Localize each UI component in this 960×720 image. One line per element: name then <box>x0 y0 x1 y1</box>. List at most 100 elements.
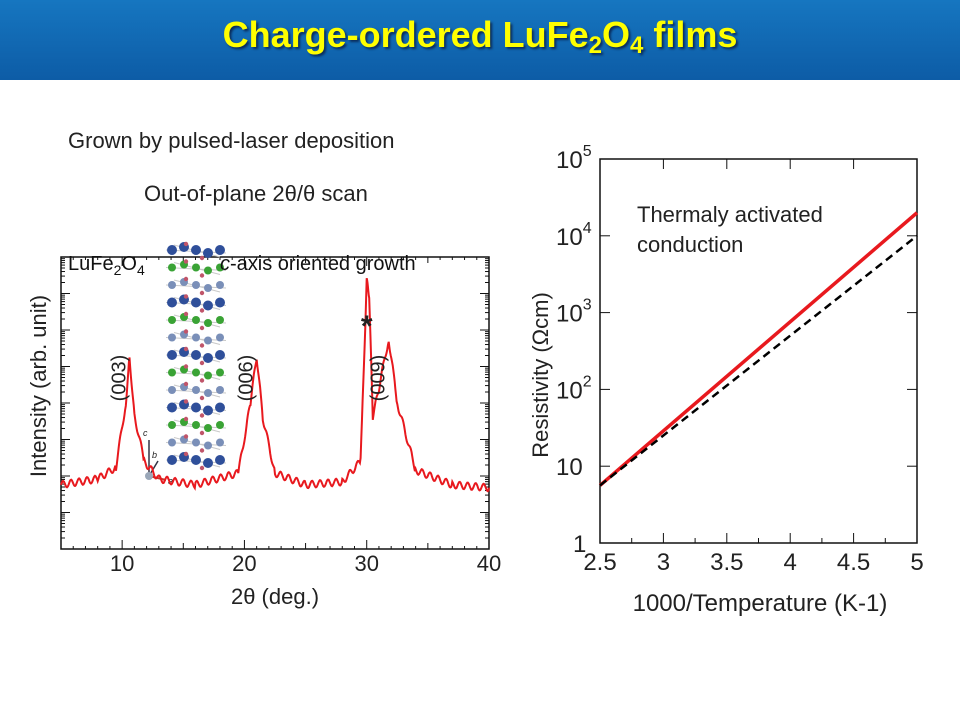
oxygen-atom <box>183 399 189 404</box>
res-y-tick-label: 10 <box>556 454 583 481</box>
atom <box>167 245 177 255</box>
oxygen-atom <box>199 343 205 348</box>
atom <box>215 245 225 255</box>
xrd-y-axis-label: Intensity (arb. unit) <box>26 295 51 477</box>
atom <box>203 248 213 258</box>
res-x-tick-label: 5 <box>910 549 923 576</box>
atom <box>204 424 212 432</box>
atom <box>167 402 177 413</box>
atom <box>216 386 224 394</box>
atom <box>215 297 225 308</box>
atom <box>215 402 225 413</box>
atom <box>215 455 225 465</box>
oxygen-atom <box>199 273 205 278</box>
oxygen-atom <box>183 416 189 422</box>
impurity-marker: * <box>361 310 373 343</box>
title-bar: Charge-ordered LuFe2O4 films <box>0 0 960 80</box>
oxygen-atom <box>199 325 205 331</box>
atom <box>192 386 200 394</box>
resistivity-chart: 2.5 3 3.5 4 4.5 5 1 10 102 103 104 105 Thermaly acti… <box>528 143 924 617</box>
atom <box>204 284 212 292</box>
atom <box>203 458 213 468</box>
atom <box>204 336 212 345</box>
res-y-axis-label: Resistivity (Ωcm) <box>528 292 553 458</box>
atom <box>204 441 212 450</box>
atom <box>216 281 224 289</box>
atom <box>216 421 224 429</box>
res-x-tick-label: 3 <box>657 549 670 576</box>
atom <box>216 368 224 377</box>
res-x-tick-label: 3.5 <box>710 549 743 576</box>
deposition-note: Grown by pulsed-laser deposition <box>68 128 395 153</box>
oxygen-atom <box>183 434 189 439</box>
atom <box>203 353 213 363</box>
atom <box>191 297 201 308</box>
xrd-x-tick-label: 20 <box>232 551 256 576</box>
oxygen-atom <box>183 364 189 369</box>
atom <box>192 316 200 324</box>
oxygen-atom <box>199 430 205 436</box>
conduction-annotation-line1: Thermaly activated <box>637 202 823 227</box>
atom <box>192 368 200 377</box>
atom <box>168 316 176 324</box>
atom <box>216 333 224 342</box>
atom <box>203 300 213 311</box>
conduction-annotation-line2: conduction <box>637 232 743 257</box>
oxygen-atom <box>183 276 189 282</box>
xrd-x-tick-label: 40 <box>477 551 501 576</box>
oxygen-atom <box>183 294 189 299</box>
atom <box>216 438 224 447</box>
res-x-axis-label: 1000/Temperature (K-1) <box>633 590 888 617</box>
atom <box>167 350 177 360</box>
slide-title: Charge-ordered LuFe2O4 films <box>222 14 738 59</box>
oxygen-atom <box>199 413 205 418</box>
peak-label: (006) <box>236 355 258 402</box>
atom <box>191 350 201 360</box>
resistivity-data-line <box>598 211 919 487</box>
xrd-x-axis-label: 2θ (deg.) <box>231 584 319 609</box>
atom <box>191 245 201 255</box>
axis-label-a: a <box>168 476 173 486</box>
atom <box>168 438 176 447</box>
oxygen-atom <box>183 451 189 457</box>
res-y-tick-label: 105 <box>556 143 592 174</box>
crystal-structure-inset: c b a <box>143 241 227 486</box>
material-label: LuFe2O4 <box>68 253 145 278</box>
atom <box>192 333 200 342</box>
xrd-chart: 10 20 30 40 c b a (003) (006) (009) * LuFe2O4 c-axis… <box>26 241 501 609</box>
atom <box>167 455 177 465</box>
res-y-tick-label: 103 <box>556 297 592 328</box>
oxygen-atom <box>199 308 205 313</box>
res-x-tick-label: 2.5 <box>583 549 616 576</box>
atom <box>204 389 212 397</box>
atom <box>168 333 176 342</box>
axis-origin <box>145 472 153 480</box>
oxygen-atom <box>199 395 205 401</box>
oxygen-atom <box>199 448 205 453</box>
activation-fit-line <box>599 234 918 487</box>
xrd-data-line <box>60 277 490 493</box>
scan-type-note: Out-of-plane 2θ/θ scan <box>144 181 368 206</box>
oxygen-atom <box>183 381 189 387</box>
atom <box>191 455 201 465</box>
oxygen-atom <box>199 378 205 383</box>
atom <box>192 438 200 447</box>
atom <box>204 266 212 275</box>
atom <box>168 263 176 272</box>
atom <box>168 368 176 377</box>
xrd-x-tick-label: 10 <box>110 551 134 576</box>
res-x-tick-label: 4.5 <box>837 549 870 576</box>
oxygen-atom <box>183 346 189 352</box>
atom <box>168 386 176 394</box>
res-y-tick-label: 104 <box>556 220 592 251</box>
oxygen-atom <box>199 255 205 261</box>
oxygen-atom <box>183 311 189 317</box>
atom <box>168 281 176 289</box>
atom <box>192 281 200 289</box>
axis-label-c: c <box>143 428 148 438</box>
oxygen-atom <box>199 465 205 471</box>
res-y-tick-label: 102 <box>556 373 592 404</box>
atom <box>168 421 176 429</box>
axis-label-b: b <box>152 450 157 460</box>
